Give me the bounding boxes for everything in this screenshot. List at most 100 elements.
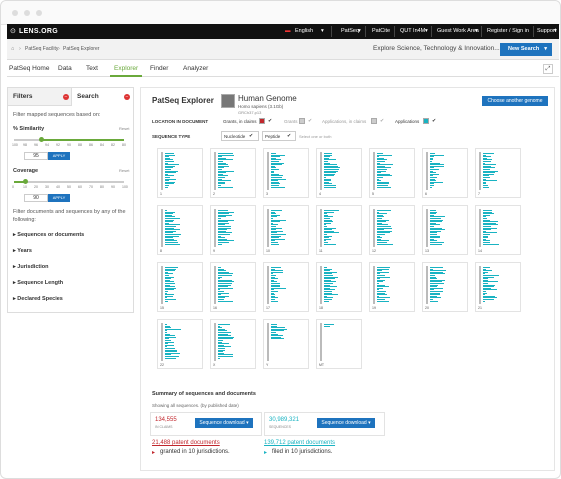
tab-analyzer[interactable]: Analyzer	[183, 65, 209, 72]
chromosome-card-7[interactable]: 7	[475, 148, 521, 198]
chromosome-card-12[interactable]: 12	[369, 205, 415, 255]
nav-link-patseq[interactable]: PatSeq	[341, 28, 360, 34]
chromosome-card-2[interactable]: 2	[210, 148, 256, 198]
checkbox-grants-claims[interactable]	[259, 118, 265, 124]
chromosome-ideogram	[373, 266, 375, 304]
peptide-toggle[interactable]	[262, 131, 296, 141]
grants-documents-link[interactable]: 21,488 patent documents	[152, 440, 220, 446]
chromosome-card-16[interactable]: 16	[210, 262, 256, 312]
chromosome-card-15[interactable]: 15	[157, 262, 203, 312]
profile-bar	[483, 162, 486, 164]
similarity-value-field[interactable]: 95	[24, 152, 48, 160]
tab-patseq-home[interactable]: PatSeq Home	[9, 65, 50, 72]
profile-bar	[324, 235, 332, 237]
tab-text[interactable]: Text	[86, 65, 98, 72]
profile-bar	[218, 183, 225, 185]
chromosome-card-5[interactable]: 5	[369, 148, 415, 198]
grants-summary-box	[150, 412, 262, 436]
chromosome-card-MT[interactable]: MT	[316, 319, 362, 369]
facet-declared-species[interactable]: ▸ Declared Species	[13, 296, 63, 302]
close-filters-icon[interactable]: −	[63, 94, 69, 100]
nav-link-sign-in[interactable]: Register / Sign in	[487, 28, 529, 34]
nav-link-patcite[interactable]: PatCite	[372, 28, 391, 34]
profile-bar	[165, 348, 175, 349]
tab-filters[interactable]: Filters	[8, 88, 72, 106]
profile-bar	[430, 229, 446, 231]
profile-bar	[165, 287, 177, 289]
chromosome-card-9[interactable]: 9	[210, 205, 256, 255]
lens-logo-icon[interactable]: ⊙	[10, 28, 16, 35]
chromosome-card-X[interactable]: X	[210, 319, 256, 369]
tab-finder[interactable]: Finder	[150, 65, 169, 72]
similarity-slider-handle[interactable]	[39, 137, 44, 142]
checkbox-grants[interactable]	[299, 118, 305, 124]
choose-genome-button[interactable]: Choose another genome	[482, 96, 548, 106]
chromosome-card-18[interactable]: 18	[316, 262, 362, 312]
close-search-icon[interactable]: −	[124, 94, 130, 100]
profile-bar	[377, 297, 390, 299]
facet-sequences-or-documents[interactable]: ▸ Sequences or documents	[13, 232, 85, 238]
chromosome-card-3[interactable]: 3	[263, 148, 309, 198]
window-chrome	[1, 1, 560, 25]
lens-logo[interactable]: LENS.ORG	[19, 28, 58, 35]
chromosome-card-Y[interactable]: Y	[263, 319, 309, 369]
similarity-apply-button[interactable]: APPLY	[48, 152, 70, 160]
chromosome-card-4[interactable]: 4	[316, 148, 362, 198]
chromosome-card-8[interactable]: 8	[157, 205, 203, 255]
tab-data[interactable]: Data	[58, 65, 72, 72]
profile-bar	[218, 180, 231, 182]
chromosome-ideogram	[373, 209, 375, 247]
checkbox-applications[interactable]	[423, 118, 429, 124]
coverage-value-field[interactable]: 90	[24, 194, 48, 202]
chromosome-card-1[interactable]: 1	[157, 148, 203, 198]
chromosome-card-14[interactable]: 14	[475, 205, 521, 255]
chromosome-card-21[interactable]: 21	[475, 262, 521, 312]
nav-link-work-area[interactable]: Guest Work Area	[437, 28, 479, 34]
profile-bar	[271, 240, 276, 242]
profile-bar	[271, 275, 277, 276]
chromosome-card-19[interactable]: 19	[369, 262, 415, 312]
profile-bar	[165, 229, 180, 231]
facet-sequence-length[interactable]: ▸ Sequence Length	[13, 280, 64, 286]
breadcrumb-patseq-explorer[interactable]: PatSeq Explorer	[63, 46, 100, 52]
coverage-slider-handle[interactable]	[22, 179, 28, 184]
coverage-apply-button[interactable]: APPLY	[48, 194, 70, 202]
chromosome-card-13[interactable]: 13	[422, 205, 468, 255]
chromosome-card-6[interactable]: 6	[422, 148, 468, 198]
chromosome-card-20[interactable]: 20	[422, 262, 468, 312]
similarity-reset[interactable]: Reset	[119, 126, 130, 131]
coverage-reset[interactable]: Reset	[119, 168, 130, 173]
applications-documents-link[interactable]: 139,712 patent documents	[264, 440, 336, 446]
collapse-icon[interactable]: ⤢	[543, 64, 553, 74]
breadcrumb-patseq-facility[interactable]: PatSeq Facility	[25, 46, 59, 52]
chromosome-card-17[interactable]: 17	[263, 262, 309, 312]
profile-bar	[271, 267, 282, 268]
divider	[481, 26, 482, 37]
nav-link-qut[interactable]: QUT In4M	[400, 28, 426, 34]
profile-bar	[218, 211, 234, 213]
chromosome-card-11[interactable]: 11	[316, 205, 362, 255]
facet-years[interactable]: ▸ Years	[13, 248, 32, 254]
chromosome-ideogram	[320, 266, 322, 304]
nav-link-support[interactable]: Support	[537, 28, 557, 34]
facet-jurisdiction[interactable]: ▸ Jurisdiction	[13, 264, 49, 270]
tab-search[interactable]: Search	[72, 88, 135, 106]
new-search-button[interactable]: New Search ▾	[500, 43, 552, 56]
chromosome-card-22[interactable]: 22	[157, 319, 203, 369]
applications-sequence-download-button[interactable]: Sequence download ▾	[317, 418, 375, 428]
profile-bar	[165, 235, 180, 237]
chromosome-card-10[interactable]: 10	[263, 205, 309, 255]
profile-bar	[324, 218, 330, 219]
home-icon[interactable]: ⌂	[11, 46, 15, 52]
grants-sequence-download-button[interactable]: Sequence download ▾	[195, 418, 253, 428]
profile-bar	[218, 185, 222, 186]
language-selector[interactable]: English	[295, 28, 314, 34]
coverage-slider[interactable]	[14, 181, 124, 183]
chromosome-ideogram	[267, 323, 269, 361]
profile-bar	[165, 172, 177, 174]
checkbox-applications-claims[interactable]	[371, 118, 377, 124]
nucleotide-toggle[interactable]	[221, 131, 259, 141]
profile-bar	[165, 300, 169, 302]
tab-explorer[interactable]: Explorer	[110, 60, 143, 77]
profile-bar	[218, 351, 224, 353]
